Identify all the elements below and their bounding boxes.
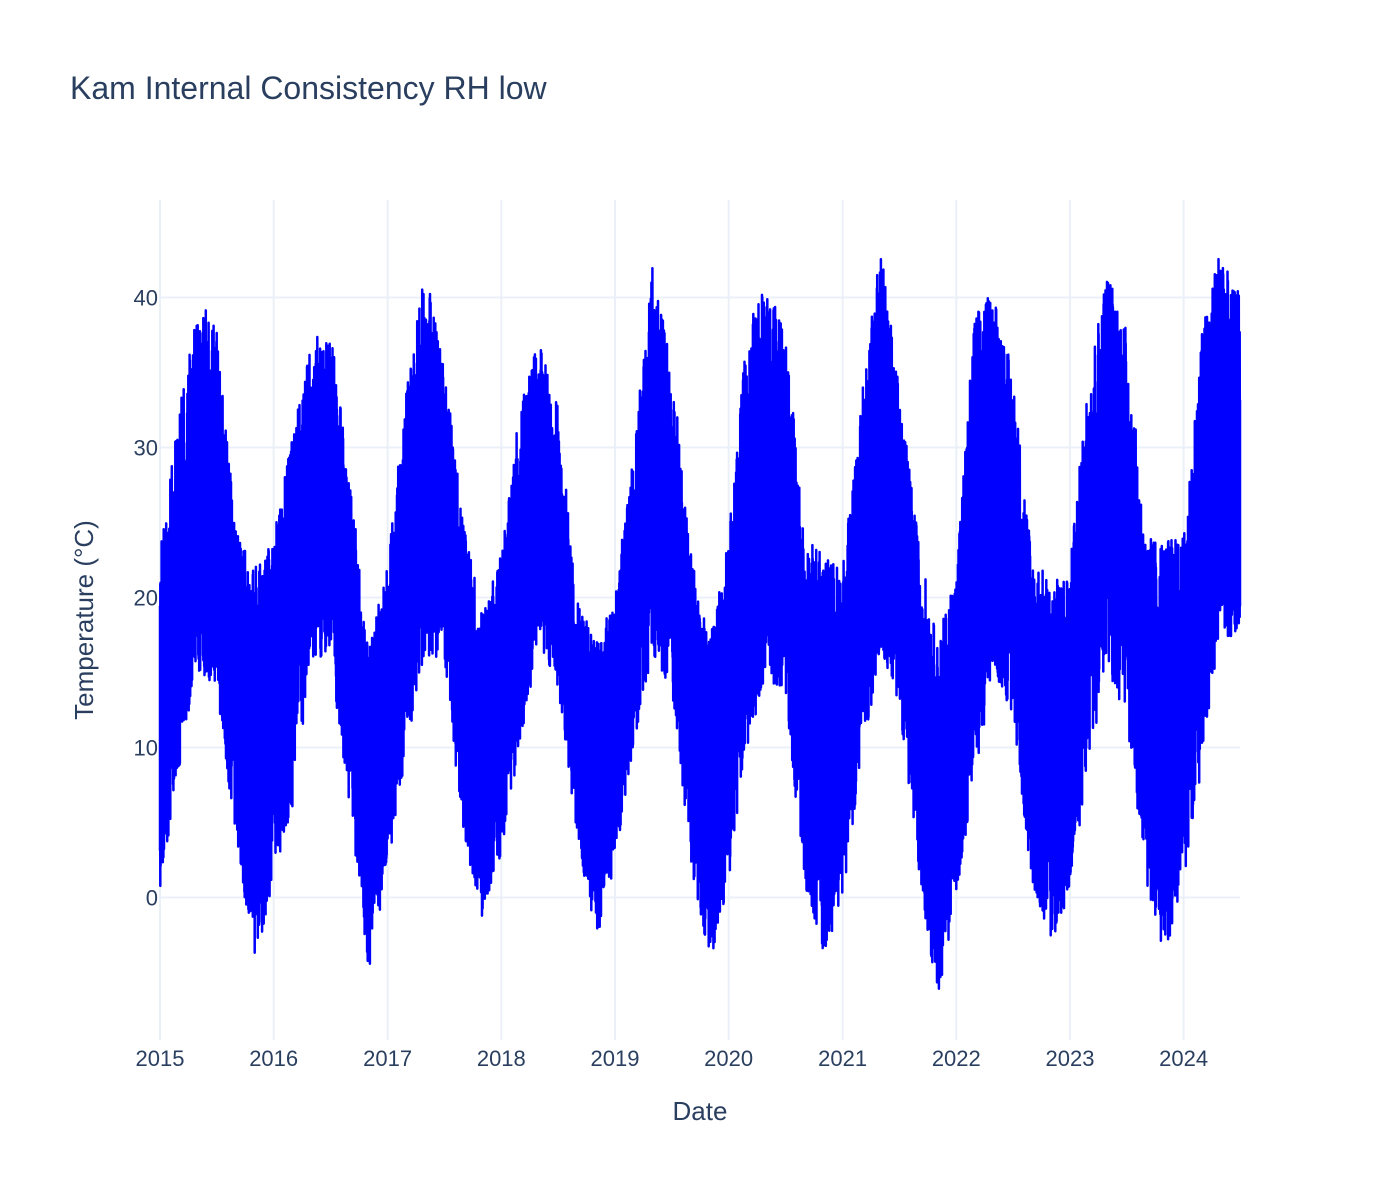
y-tick-label: 10 bbox=[134, 736, 158, 761]
x-tick-labels: 2015 2016 2017 2018 2019 2020 2021 2022 2023 2024 bbox=[136, 1046, 1209, 1071]
x-tick-label: 2023 bbox=[1045, 1046, 1094, 1071]
x-tick-label: 2017 bbox=[363, 1046, 412, 1071]
x-tick-label: 2019 bbox=[591, 1046, 640, 1071]
y-tick-label: 0 bbox=[146, 886, 158, 911]
x-tick-label: 2015 bbox=[136, 1046, 185, 1071]
x-tick-label: 2018 bbox=[477, 1046, 526, 1071]
x-tick-label: 2022 bbox=[932, 1046, 981, 1071]
y-tick-labels: 0 10 20 30 40 bbox=[134, 286, 158, 911]
x-tick-label: 2024 bbox=[1159, 1046, 1208, 1071]
series-line bbox=[158, 257, 1242, 990]
x-tick-label: 2021 bbox=[818, 1046, 867, 1071]
y-tick-label: 30 bbox=[134, 436, 158, 461]
series-layer bbox=[158, 257, 1242, 990]
chart-title: Kam Internal Consistency RH low bbox=[70, 70, 547, 106]
y-tick-label: 20 bbox=[134, 586, 158, 611]
y-axis-title: Temperature (°C) bbox=[69, 520, 99, 720]
x-axis-title: Date bbox=[673, 1096, 728, 1126]
x-tick-label: 2016 bbox=[249, 1046, 298, 1071]
y-tick-label: 40 bbox=[134, 286, 158, 311]
x-tick-label: 2020 bbox=[704, 1046, 753, 1071]
